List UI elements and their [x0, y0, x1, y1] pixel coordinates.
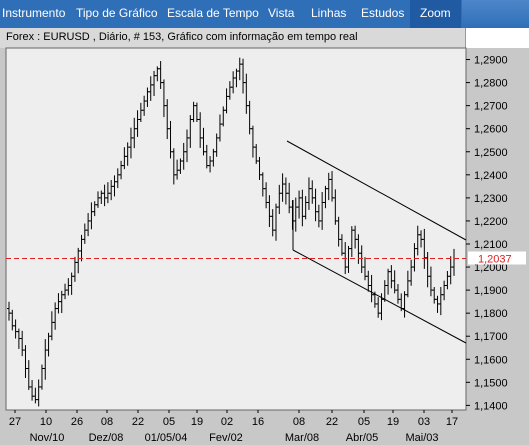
menu-zoom[interactable]: Zoom: [410, 0, 461, 28]
x-day-label: 08: [293, 416, 305, 428]
y-tick-label: 1,2500: [474, 147, 508, 159]
x-month-label: 01/05/04: [145, 432, 188, 444]
ohlc-bars: [7, 57, 456, 407]
menu-linhas[interactable]: Linhas: [311, 6, 347, 20]
y-tick-label: 1,2600: [474, 124, 508, 136]
x-month-label: Abr/05: [346, 432, 378, 444]
x-day-label: 10: [40, 416, 52, 428]
chart-info-box: [465, 28, 529, 48]
x-day-label: 27: [9, 416, 21, 428]
chart-info-bar: Forex : EURUSD , Diário, # 153, Gráfico …: [0, 28, 465, 48]
x-month-label: Nov/10: [30, 432, 65, 444]
channel-lower-line[interactable]: [292, 249, 467, 344]
y-tick-label: 1,2400: [474, 170, 508, 182]
menu-bar: Instrumento Tipo de Gráfico Escala de Te…: [0, 0, 529, 29]
y-tick-label: 1,1600: [474, 354, 508, 366]
y-tick-label: 1,1500: [474, 377, 508, 389]
y-tick-label: 1,1700: [474, 331, 508, 343]
x-month-label: Mai/03: [405, 432, 438, 444]
current-price-tag: 1,2037: [468, 251, 526, 266]
trend-channel[interactable]: [286, 140, 467, 344]
x-day-label: 05: [163, 416, 175, 428]
x-day-label: 22: [326, 416, 338, 428]
x-day-label: 26: [71, 416, 83, 428]
menu-estudos[interactable]: Estudos: [361, 6, 405, 20]
time-axis[interactable]: 27 10 26 08 22 05 19 02 16 08 22 05 19 03 17 Nov/10 Dez/…: [9, 410, 458, 444]
x-day-label: 22: [132, 416, 144, 428]
x-day-label: 05: [358, 416, 370, 428]
y-tick-label: 1,2800: [474, 78, 508, 90]
y-tick-label: 1,1900: [474, 285, 508, 297]
y-tick-label: 1,1400: [474, 400, 508, 412]
x-day-label: 08: [101, 416, 113, 428]
y-tick-label: 1,2000: [474, 262, 508, 274]
current-price-label: 1,2037: [478, 254, 512, 266]
menu-bar-tail: [462, 0, 529, 28]
menu-instrumento[interactable]: Instrumento: [2, 6, 66, 20]
x-day-label: 03: [418, 416, 430, 428]
price-axis[interactable]: 1,2900 1,2800 1,2700 1,2600 1,2500 1,2400 1,23…: [466, 55, 508, 413]
x-day-label: 19: [387, 416, 399, 428]
plot-area: [5, 47, 467, 411]
y-tick-label: 1,2200: [474, 216, 508, 228]
menu-vista[interactable]: Vista: [268, 6, 295, 20]
y-tick-label: 1,2700: [474, 101, 508, 113]
menu-tipo-de-grafico[interactable]: Tipo de Gráfico: [76, 6, 158, 20]
channel-upper-line[interactable]: [286, 140, 467, 241]
x-day-label: 19: [191, 416, 203, 428]
x-day-label: 02: [221, 416, 233, 428]
y-tick-label: 1,2100: [474, 239, 508, 251]
menu-escala-de-tempo[interactable]: Escala de Tempo: [167, 6, 259, 20]
x-day-label: 17: [446, 416, 458, 428]
x-month-label: Dez/08: [89, 432, 124, 444]
y-tick-label: 1,2300: [474, 193, 508, 205]
x-month-label: Fev/02: [209, 432, 243, 444]
x-month-label: Mar/08: [285, 432, 319, 444]
y-tick-label: 1,1800: [474, 308, 508, 320]
y-tick-label: 1,2900: [474, 55, 508, 67]
x-day-label: 16: [252, 416, 264, 428]
chart-info-text: Forex : EURUSD , Diário, # 153, Gráfico …: [6, 31, 358, 43]
